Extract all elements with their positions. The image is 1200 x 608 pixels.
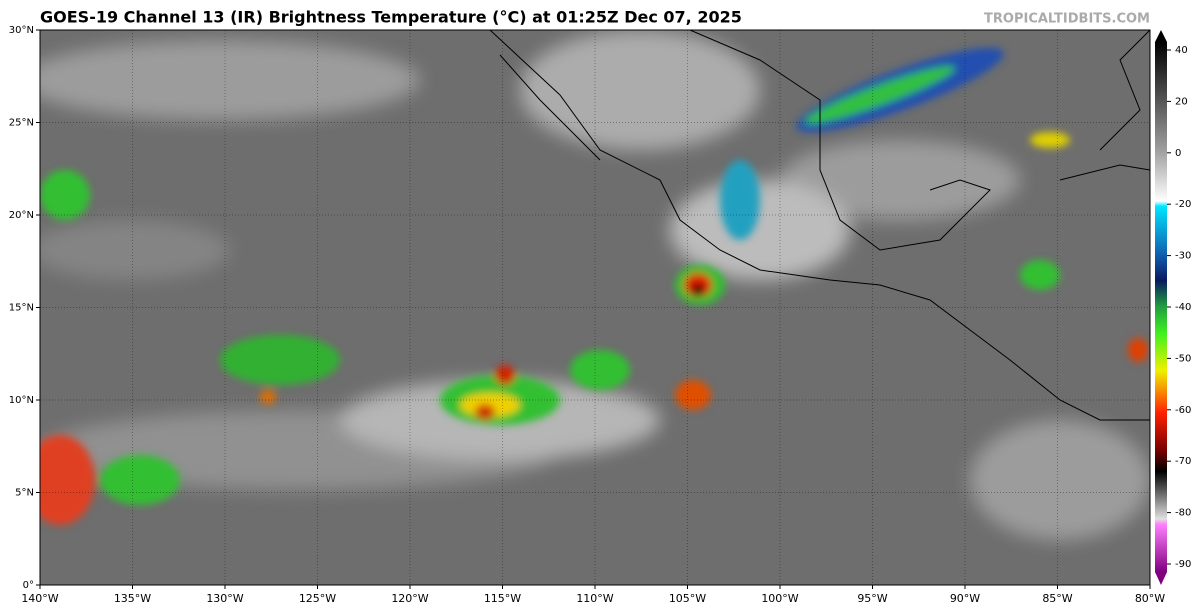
title: GOES-19 Channel 13 (IR) Brightness Tempe… (40, 8, 742, 27)
colorbar-tick-label: 0 (1175, 148, 1181, 159)
lon-tick-label: 140°W (21, 592, 58, 605)
colorbar-tick-label: 40 (1175, 45, 1188, 56)
lon-tick-label: 90°W (950, 592, 980, 605)
lat-tick-label: 25°N (9, 118, 34, 129)
colorbar-tick-label: -70 (1175, 456, 1191, 467)
colorbar-tick-label: -30 (1175, 251, 1191, 262)
lat-tick-label: 20°N (9, 210, 34, 221)
colorbar-tick-label: -90 (1175, 559, 1191, 570)
lat-tick-label: 0° (23, 580, 34, 591)
colorbar-extend-top (1155, 30, 1167, 42)
colorbar-tick-label: -40 (1175, 302, 1191, 313)
lat-tick-label: 30°N (9, 25, 34, 36)
lon-tick-label: 130°W (206, 592, 243, 605)
colorbar-tick-label: -80 (1175, 508, 1191, 519)
lat-tick-label: 15°N (9, 303, 34, 314)
lon-tick-label: 135°W (114, 592, 151, 605)
lon-tick-label: 100°W (761, 592, 798, 605)
lon-tick-label: 120°W (391, 592, 428, 605)
lat-tick-label: 10°N (9, 395, 34, 406)
credit: TROPICALTIDBITS.COM (984, 12, 1150, 27)
colorbar-tick-label: 20 (1175, 96, 1188, 107)
satellite-image (40, 30, 1150, 585)
colorbar-extend-bottom (1155, 572, 1167, 585)
colorbar-tick-label: -20 (1175, 199, 1191, 210)
colorbar (1155, 42, 1167, 572)
lat-tick-label: 5°N (15, 488, 34, 499)
lon-tick-label: 105°W (669, 592, 706, 605)
lon-tick-label: 80°W (1135, 592, 1165, 605)
colorbar-tick-label: -50 (1175, 353, 1191, 364)
lon-tick-label: 125°W (299, 592, 336, 605)
lon-tick-label: 95°W (857, 592, 887, 605)
lon-tick-label: 115°W (484, 592, 521, 605)
lon-tick-label: 85°W (1042, 592, 1072, 605)
colorbar-tick-label: -60 (1175, 405, 1191, 416)
coastlines (489, 30, 1150, 421)
lon-tick-label: 110°W (576, 592, 613, 605)
